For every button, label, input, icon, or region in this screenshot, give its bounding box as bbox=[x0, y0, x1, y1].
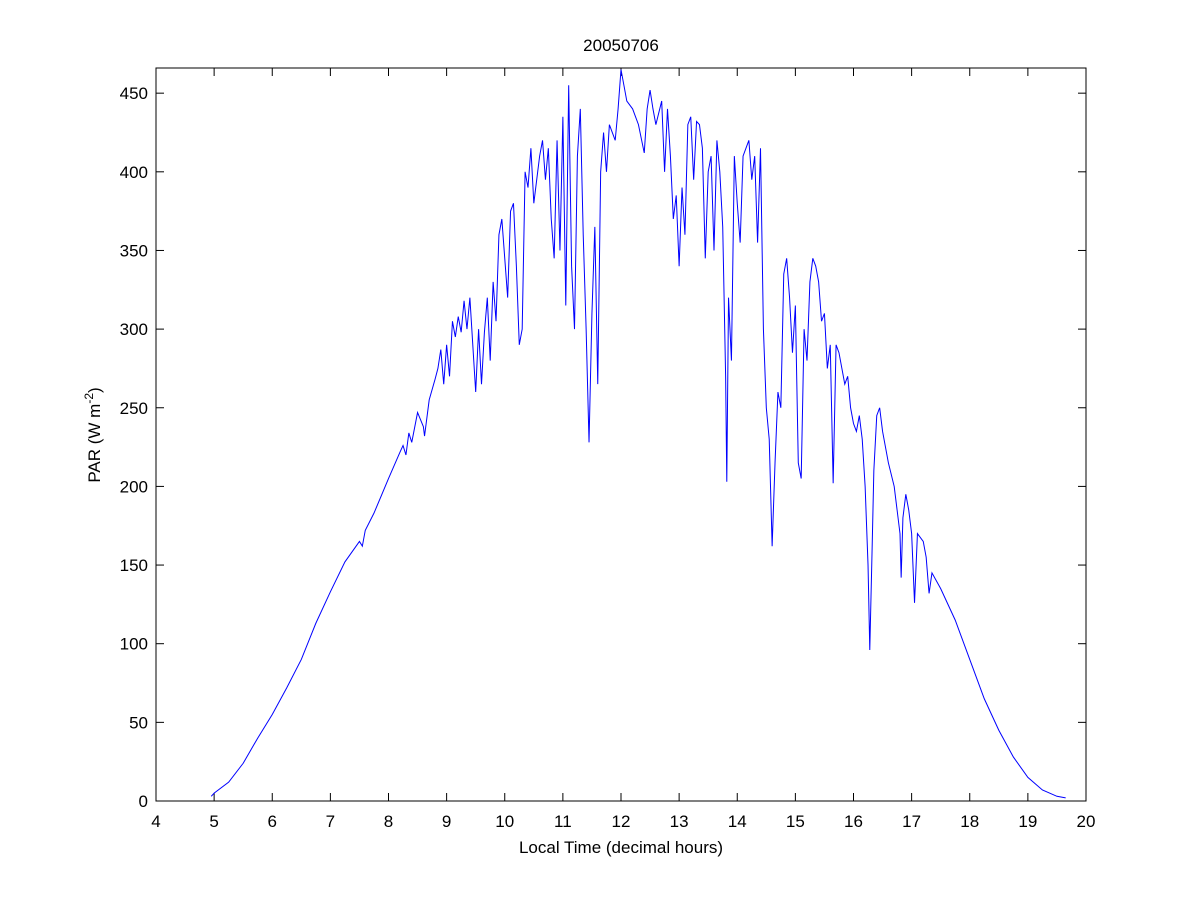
x-tick-label: 14 bbox=[728, 812, 747, 831]
x-tick-label: 18 bbox=[960, 812, 979, 831]
y-tick-label: 350 bbox=[120, 241, 148, 260]
y-label-end: ) bbox=[85, 387, 104, 393]
x-tick-label: 8 bbox=[384, 812, 393, 831]
x-axis-label: Local Time (decimal hours) bbox=[519, 838, 723, 857]
x-tick-label: 4 bbox=[151, 812, 160, 831]
x-tick-label: 10 bbox=[495, 812, 514, 831]
y-tick-label: 0 bbox=[139, 792, 148, 811]
x-tick-label: 19 bbox=[1018, 812, 1037, 831]
chart-title: 20050706 bbox=[583, 36, 659, 55]
y-tick-label: 300 bbox=[120, 320, 148, 339]
x-tick-label: 11 bbox=[554, 812, 572, 831]
x-tick-label: 13 bbox=[670, 812, 689, 831]
y-tick-label: 50 bbox=[129, 713, 148, 732]
x-tick-label: 5 bbox=[209, 812, 218, 831]
x-tick-label: 9 bbox=[442, 812, 451, 831]
x-tick-label: 6 bbox=[268, 812, 277, 831]
x-tick-label: 12 bbox=[612, 812, 631, 831]
y-tick-label: 200 bbox=[120, 477, 148, 496]
y-tick-label: 450 bbox=[120, 84, 148, 103]
x-tick-label: 7 bbox=[326, 812, 335, 831]
x-tick-label: 15 bbox=[786, 812, 805, 831]
x-tick-label: 16 bbox=[844, 812, 863, 831]
plot-frame bbox=[155, 67, 1087, 802]
y-label-superscript: -2 bbox=[82, 393, 96, 404]
y-tick-label: 400 bbox=[120, 163, 148, 182]
x-tick-label: 20 bbox=[1077, 812, 1096, 831]
data-line bbox=[210, 69, 1066, 799]
y-axis-label: PAR (W m-2) bbox=[82, 387, 104, 482]
y-tick-label: 100 bbox=[120, 635, 148, 654]
y-tick-label: 250 bbox=[120, 399, 148, 418]
y-tick-label: 150 bbox=[120, 556, 148, 575]
x-tick-label: 17 bbox=[902, 812, 921, 831]
y-label-main: PAR (W m bbox=[85, 404, 104, 483]
